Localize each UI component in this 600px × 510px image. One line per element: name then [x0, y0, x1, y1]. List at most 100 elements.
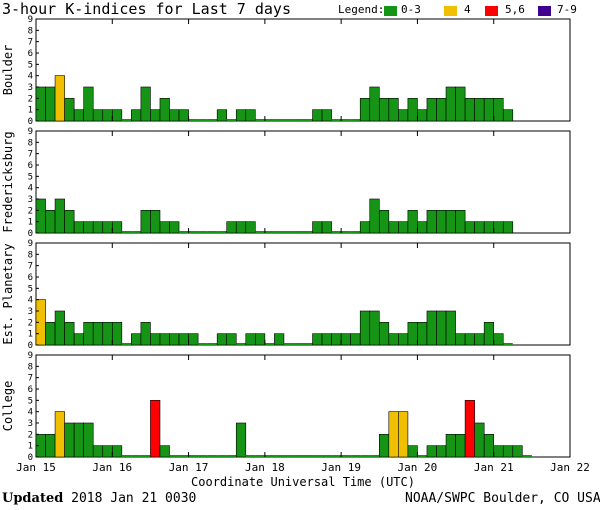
station-label: Fredericksburg — [1, 131, 15, 232]
k-bar — [83, 221, 94, 234]
k-bar — [407, 210, 418, 234]
k-bar — [407, 98, 418, 122]
y-tick-label: 6 — [28, 161, 33, 171]
k-bar — [64, 322, 75, 346]
k-bar — [111, 445, 123, 458]
k-bar — [188, 333, 199, 346]
k-bar — [35, 86, 46, 122]
k-bar — [378, 210, 390, 234]
k-bar — [512, 445, 523, 458]
updated-label: Updated — [2, 491, 64, 506]
k-bar — [321, 109, 332, 122]
k-bar — [178, 109, 189, 122]
k-bar — [73, 422, 84, 458]
k-bar — [436, 98, 447, 122]
k-bar — [150, 400, 161, 458]
k-bar — [340, 333, 351, 346]
k-bar — [54, 411, 65, 458]
y-tick-label: 2 — [28, 430, 33, 440]
k-bar — [140, 210, 151, 234]
k-bar — [474, 422, 485, 458]
k-bar — [445, 86, 456, 122]
k-bar — [111, 109, 123, 122]
y-tick-label: 4 — [28, 184, 33, 194]
y-tick-label: 6 — [28, 385, 33, 395]
y-tick-label: 3 — [28, 419, 33, 429]
x-tick-label: Jan 21 — [474, 461, 514, 474]
y-tick-label: 9 — [28, 127, 33, 137]
k-bar — [312, 333, 323, 346]
legend-label: Legend: — [338, 3, 385, 16]
k-bar — [388, 411, 399, 458]
k-bar — [312, 109, 323, 122]
k-bar — [102, 322, 113, 346]
k-bar — [369, 198, 380, 234]
k-bar — [474, 221, 485, 234]
y-tick-label: 0 — [28, 341, 33, 351]
k-bar — [398, 221, 409, 234]
x-tick-label: Jan 22 — [550, 461, 590, 474]
k-bar — [426, 98, 437, 122]
x-tick-label: Jan 18 — [245, 461, 285, 474]
credit: NOAA/SWPC Boulder, CO USA — [405, 491, 600, 506]
panel-frame — [35, 130, 571, 234]
y-tick-label: 0 — [28, 229, 33, 239]
k-bar — [369, 86, 380, 122]
y-tick-label: 3 — [28, 83, 33, 93]
y-tick-label: 1 — [28, 218, 33, 228]
k-bar — [169, 109, 180, 122]
k-bar — [388, 98, 399, 122]
k-bar — [493, 445, 504, 458]
k-bar — [455, 333, 466, 346]
k-bar — [474, 98, 485, 122]
k-bar — [178, 333, 189, 346]
y-tick-label: 9 — [28, 239, 33, 249]
legend-swatch — [444, 6, 457, 16]
k-bar — [378, 98, 390, 122]
k-bar — [502, 109, 514, 122]
k-bar — [45, 86, 56, 122]
y-tick-label: 6 — [28, 49, 33, 59]
k-bar — [378, 434, 390, 458]
k-bar — [169, 221, 180, 234]
k-bar — [235, 422, 247, 458]
k-bar — [83, 322, 94, 346]
k-bar — [83, 422, 94, 458]
k-bar — [226, 221, 237, 234]
k-bar — [64, 422, 75, 458]
k-bar — [474, 333, 485, 346]
y-tick-label: 4 — [28, 408, 33, 418]
k-bar — [398, 333, 409, 346]
k-bar — [73, 109, 84, 122]
k-bar — [464, 221, 475, 234]
y-tick-label: 2 — [28, 94, 33, 104]
k-bar — [64, 210, 75, 234]
x-axis-label: Coordinate Universal Time (UTC) — [191, 475, 415, 489]
y-tick-label: 7 — [28, 374, 33, 384]
k-bar — [426, 445, 437, 458]
k-bar — [426, 210, 437, 234]
x-tick-label: Jan 15 — [16, 461, 56, 474]
y-tick-label: 3 — [28, 307, 33, 317]
k-bar — [502, 445, 514, 458]
k-bar — [140, 322, 151, 346]
k-bar — [150, 333, 161, 346]
y-tick-label: 2 — [28, 318, 33, 328]
k-bar — [45, 434, 56, 458]
k-bar — [159, 221, 170, 234]
k-bar — [102, 445, 113, 458]
updated-line: Updated 2018 Jan 21 0030 — [2, 491, 196, 506]
k-bar — [493, 98, 504, 122]
k-bar — [216, 333, 228, 346]
x-tick-label: Jan 16 — [92, 461, 132, 474]
k-bar — [369, 310, 380, 346]
k-bar — [321, 221, 332, 234]
k-bar — [159, 333, 170, 346]
k-bar — [131, 333, 142, 346]
k-bar — [445, 210, 456, 234]
k-bar — [245, 109, 256, 122]
k-bar — [464, 98, 475, 122]
k-bar — [73, 333, 84, 346]
k-bar — [388, 333, 399, 346]
k-bar — [436, 210, 447, 234]
